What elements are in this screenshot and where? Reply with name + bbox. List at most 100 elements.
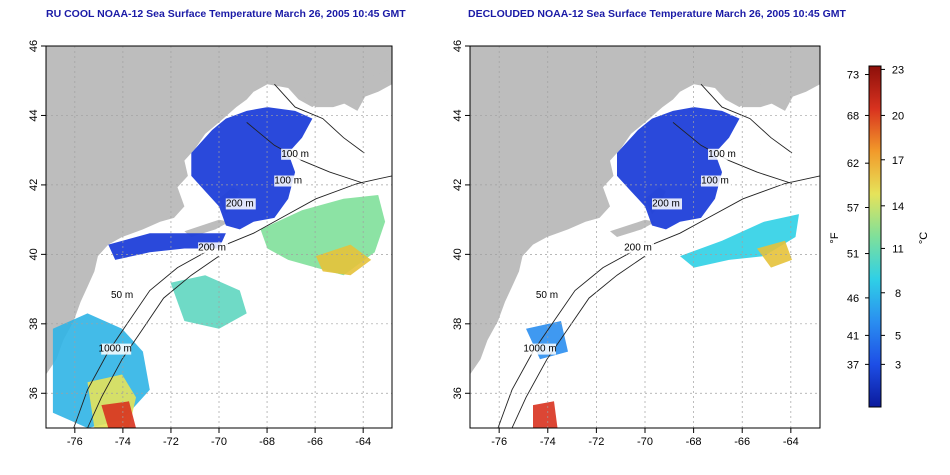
cold-water-region — [617, 107, 740, 230]
contour-label-group: 200 m — [624, 242, 654, 254]
contour-label-bg — [281, 148, 312, 160]
x-tick-label: -66 — [307, 436, 323, 448]
x-tick-label: -70 — [211, 436, 227, 448]
bathymetry-contour — [700, 83, 793, 154]
contour-label-bg — [526, 343, 556, 355]
y-tick-label: 38 — [452, 318, 464, 330]
colorbar-c-label: 11 — [892, 243, 903, 255]
bathymetry-contour — [511, 255, 646, 428]
contour-label: 100 m — [708, 149, 736, 160]
y-tick-label: 46 — [452, 40, 464, 52]
y-tick-label: 40 — [28, 248, 40, 260]
x-tick-label: -64 — [783, 436, 799, 448]
sst-patch — [680, 214, 799, 268]
x-tick-label: -70 — [637, 436, 653, 448]
x-tick-label: -66 — [734, 436, 750, 448]
contour-label-bg — [274, 175, 305, 187]
celsius-unit-label: °C — [918, 232, 930, 244]
contour-label-group: 100 m — [274, 175, 305, 187]
colorbar-f-label: 37 — [847, 359, 859, 371]
contour-label-bg — [701, 175, 731, 187]
land-mass — [610, 219, 656, 237]
sst-patch — [315, 244, 372, 276]
x-tick-label: -74 — [540, 436, 556, 448]
x-tick-label: -74 — [115, 436, 131, 448]
contour-label-group: 200 m — [652, 198, 682, 210]
contour-label-group: 50 m — [108, 290, 139, 302]
colorbar: 73 68 62 57 51 46 41 37 23 20 17 14 11 8 5 3 °F °C — [829, 64, 930, 408]
map-title-left: RU COOL NOAA-12 Sea Surface Temperature … — [46, 8, 406, 20]
sst-patch — [101, 401, 136, 428]
y-tick-label: 46 — [28, 40, 40, 52]
bathymetry-contour — [274, 83, 365, 154]
bathymetry-contour — [672, 122, 793, 184]
x-tick-label: -72 — [163, 436, 179, 448]
colorbar-f-label: 46 — [847, 293, 859, 305]
y-tick-label: 42 — [28, 179, 40, 191]
y-tick-label: 44 — [28, 109, 40, 121]
bathymetry-contour — [73, 251, 206, 428]
colorbar-f-label: 73 — [847, 70, 859, 82]
y-tick-label: 40 — [452, 248, 464, 260]
contour-label-group: 200 m — [225, 198, 256, 210]
sst-patch — [533, 401, 558, 428]
land-mass — [470, 46, 820, 375]
sst-map-right: 100 m 100 m 200 m 50 m 1000 m 200 m -76 -74 -72 -… — [452, 40, 821, 448]
y-tick-label: 44 — [452, 109, 464, 121]
fahrenheit-unit-label: °F — [829, 232, 841, 243]
y-tick-label: 36 — [452, 387, 464, 399]
contour-label-bg — [101, 343, 132, 355]
contour-label-bg — [198, 242, 229, 254]
colorbar-f-label: 62 — [847, 158, 859, 170]
colorbar-c-label: 8 — [895, 288, 901, 300]
y-tick-label: 42 — [452, 179, 464, 191]
x-tick-label: -76 — [491, 436, 507, 448]
contour-label-bg — [624, 242, 654, 254]
cold-water-region — [108, 233, 226, 260]
contour-label-bg — [108, 290, 139, 302]
y-tick-label: 38 — [28, 318, 40, 330]
contour-label-group: 200 m — [198, 242, 229, 254]
colorbar-f-label: 57 — [847, 203, 859, 215]
contour-label-group: 100 m — [708, 148, 738, 160]
bathymetry-contour — [87, 255, 220, 428]
colorbar-bar — [868, 65, 882, 408]
contour-label-group: 100 m — [701, 175, 731, 187]
colorbar-c-label: 3 — [895, 359, 901, 371]
contour-label: 100 m — [701, 176, 729, 187]
y-tick-label: 36 — [28, 387, 40, 399]
land-mass — [729, 68, 820, 108]
map-area-right: 100 m 100 m 200 m 50 m 1000 m 200 m — [470, 46, 820, 428]
colorbar-c-label: 17 — [892, 155, 904, 167]
x-tick-label: -68 — [686, 436, 702, 448]
x-tick-label: -76 — [67, 436, 83, 448]
x-tick-label: -68 — [259, 436, 275, 448]
land-mass — [302, 68, 392, 108]
contour-label: 50 m — [111, 290, 133, 301]
contour-label-bg — [225, 198, 256, 210]
contour-label: 100 m — [281, 149, 309, 160]
x-tick-label: -64 — [355, 436, 371, 448]
map-area-left: 100 m 100 m 200 m 50 m 1000 m 200 m — [46, 46, 392, 428]
bathymetry-contour — [497, 251, 632, 428]
colorbar-c-label: 14 — [892, 201, 904, 213]
contour-label: 200 m — [624, 242, 652, 253]
sst-patch — [757, 240, 792, 268]
colorbar-c-label: 23 — [892, 64, 904, 76]
contour-label-group: 1000 m — [99, 343, 132, 355]
land-mass — [46, 46, 392, 375]
contour-label: 1000 m — [523, 344, 556, 355]
colorbar-c-label: 5 — [895, 330, 901, 342]
colorbar-f-label: 68 — [847, 110, 859, 122]
contour-label-group: 1000 m — [523, 343, 557, 355]
land-mass — [184, 219, 230, 237]
contour-label: 200 m — [198, 242, 226, 253]
cold-water-region — [191, 107, 313, 230]
contour-label: 100 m — [274, 176, 302, 187]
contour-label-bg — [708, 148, 738, 160]
contour-label: 1000 m — [99, 344, 132, 355]
map-title-right: DECLOUDED NOAA-12 Sea Surface Temperatur… — [468, 8, 846, 20]
contour-label-group: 50 m — [533, 290, 563, 302]
bathymetry-contour — [246, 122, 365, 184]
